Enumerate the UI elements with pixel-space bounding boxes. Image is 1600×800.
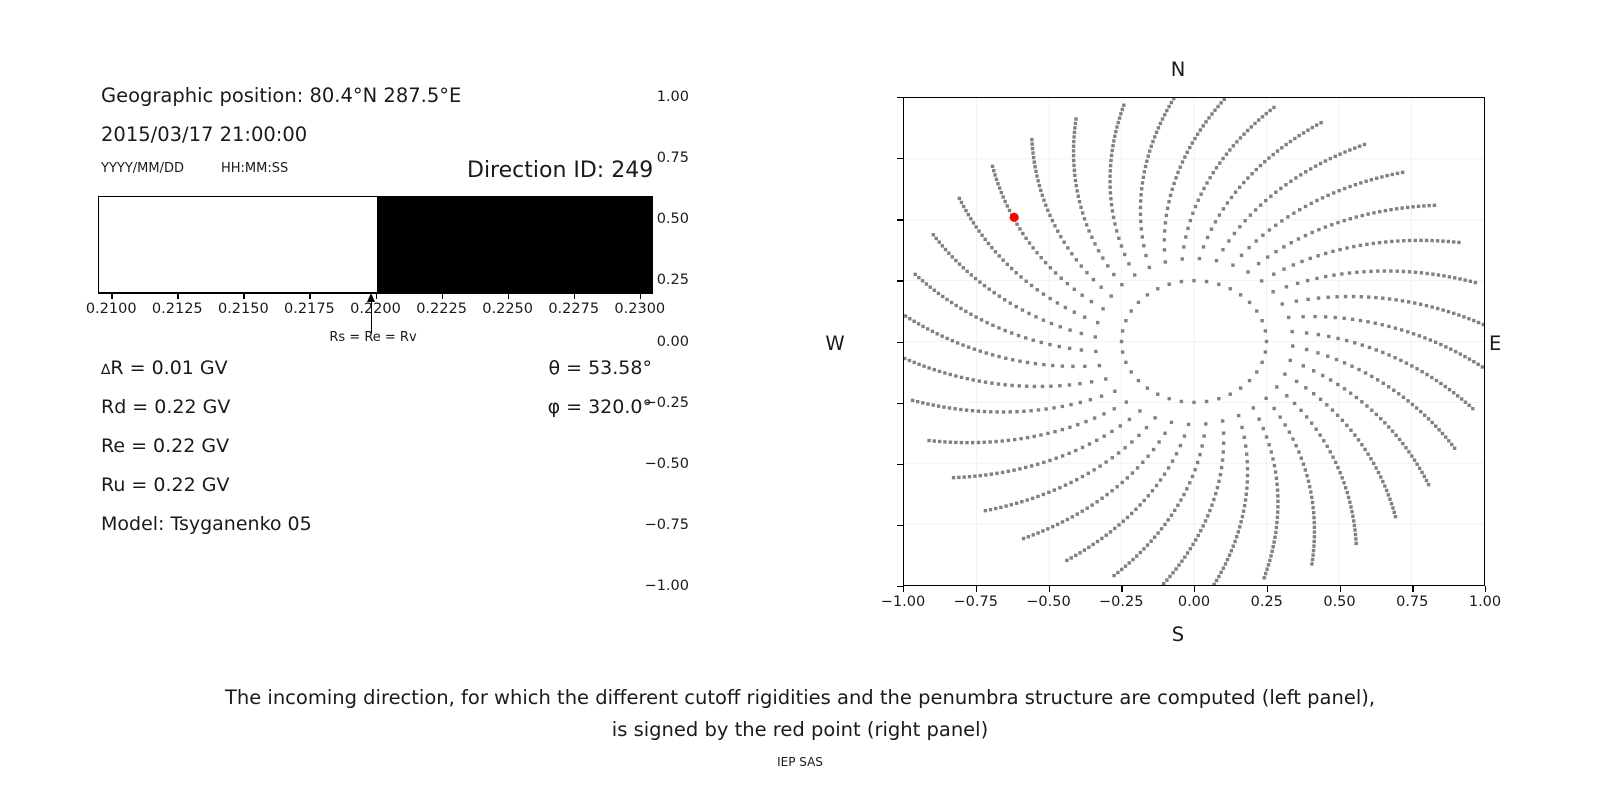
param-model: Model: Tsyganenko 05: [101, 513, 312, 535]
y-axis-tick: [897, 341, 903, 343]
x-axis-tick-label: 0.00: [1177, 594, 1211, 610]
y-axis-tick-label: 0.25: [656, 272, 689, 289]
y-axis-tick: [897, 219, 903, 221]
y-axis-tick: [897, 402, 903, 404]
time-format-hint: HH:MM:SS: [221, 161, 289, 176]
penumbra-axis-tick: [375, 293, 377, 299]
datetime-value: 2015/03/17 21:00:00: [101, 123, 308, 146]
param-text: Re = 0.22 GV: [101, 435, 230, 457]
penumbra-axis-tick: [639, 293, 642, 299]
x-axis-tick: [903, 586, 905, 592]
geographic-position: Geographic position: 80.4°N 287.5°E: [101, 84, 462, 107]
y-axis-tick: [897, 97, 903, 99]
param-text: R = 0.01 GV: [110, 357, 228, 379]
param-rd: Rd = 0.22 GV: [101, 396, 230, 418]
penumbra-axis-tick-label: 0.2125: [151, 301, 203, 317]
penumbra-axis-tick: [507, 293, 509, 299]
y-axis-tick-label: −0.75: [644, 516, 689, 533]
delta-symbol: ∆: [101, 362, 111, 378]
x-axis-tick: [1121, 586, 1123, 592]
param-text: Rd = 0.22 GV: [101, 396, 231, 418]
penumbra-axis-tick-label: 0.2275: [548, 301, 600, 317]
grid-lines: [904, 98, 1484, 585]
direction-points: [904, 98, 1484, 585]
y-axis-tick-label: −0.25: [644, 394, 689, 411]
y-axis-tick-label: 1.00: [656, 89, 689, 105]
y-axis-tick-label: −1.00: [644, 578, 689, 594]
param-delta-r: ∆R = 0.01 GV: [101, 357, 228, 379]
y-axis-tick-label: 0.75: [656, 150, 689, 167]
compass-label-south: S: [1171, 623, 1185, 646]
rs-marker-arrow-icon: [367, 292, 376, 333]
x-axis-tick-label: 0.25: [1250, 594, 1283, 610]
rs-marker-label: Rs = Re = Rv: [329, 330, 417, 345]
y-axis-tick-label: 0.50: [656, 211, 689, 228]
penumbra-axis-tick: [441, 293, 443, 299]
selected-direction-point[interactable]: [1009, 212, 1019, 222]
x-axis-tick: [1339, 586, 1341, 592]
penumbra-axis-tick-label: 0.2225: [416, 301, 467, 317]
penumbra-axis: 0.2100 0.2125 0.2150 0.2175 0.2200 0.2225 0.22…: [86, 293, 665, 339]
penumbra-structure-bar: [98, 196, 653, 293]
x-axis-tick-label: −1.00: [880, 594, 926, 610]
param-text: Model: Tsyganenko 05: [101, 513, 312, 535]
param-re: Re = 0.22 GV: [101, 435, 229, 457]
x-axis-tick-label: 0.50: [1323, 594, 1356, 610]
param-ru: Ru = 0.22 GV: [101, 474, 229, 496]
penumbra-axis-tick-label: 0.2200: [350, 301, 401, 317]
penumbra-axis-tick: [177, 293, 179, 299]
y-axis-tick: [897, 524, 903, 527]
x-axis-tick-label: 0.75: [1396, 594, 1429, 610]
x-axis-tick-label: −0.75: [953, 594, 998, 610]
y-axis-tick: [897, 463, 903, 466]
compass-label-west: W: [825, 332, 845, 355]
footer-credit: IEP SAS: [777, 755, 823, 769]
param-text: Ru = 0.22 GV: [101, 474, 230, 496]
penumbra-segment: [376, 197, 652, 292]
penumbra-axis-tick: [111, 293, 113, 299]
penumbra-axis-tick-label: 0.2175: [284, 301, 335, 317]
penumbra-segment: [99, 197, 377, 292]
x-axis-tick: [1194, 586, 1196, 592]
param-theta: θ = 53.58°: [548, 357, 652, 379]
x-axis-tick-label: −0.50: [1026, 594, 1071, 610]
x-axis-tick: [975, 586, 978, 592]
y-axis-tick-label: −0.50: [644, 455, 689, 472]
penumbra-axis-tick-label: 0.2300: [614, 301, 666, 317]
x-axis-tick-label: 1.00: [1468, 594, 1502, 610]
penumbra-axis-tick-label: 0.2100: [85, 301, 137, 317]
param-phi: φ = 320.0°: [547, 396, 652, 418]
scatter-svg: [904, 98, 1484, 585]
y-axis-tick: [897, 586, 903, 588]
left-panel: Geographic position: 80.4°N 287.5°E 2015…: [0, 0, 760, 660]
penumbra-axis-tick: [309, 293, 311, 299]
penumbra-axis-tick-label: 0.2150: [217, 301, 269, 317]
x-axis-tick: [1485, 586, 1487, 592]
y-axis-tick: [897, 280, 903, 282]
direction-scatter-plot: [903, 97, 1485, 586]
penumbra-axis-tick-label: 0.2250: [482, 301, 534, 317]
compass-label-east: E: [1489, 332, 1502, 355]
y-axis-tick-label: 0.00: [656, 333, 689, 350]
x-axis-tick-label: −0.25: [1099, 594, 1144, 610]
x-axis-tick: [1412, 586, 1414, 592]
caption-line-2: is signed by the red point (right panel): [611, 718, 989, 741]
x-axis-tick: [1266, 586, 1269, 592]
y-axis-tick: [897, 158, 903, 160]
penumbra-axis-tick: [243, 293, 245, 299]
penumbra-axis-tick: [573, 293, 575, 299]
direction-id-label: Direction ID: 249: [467, 158, 654, 183]
caption-line-1: The incoming direction, for which the di…: [224, 686, 1376, 709]
date-format-hint: YYYY/MM/DD: [101, 161, 184, 176]
figure-caption: The incoming direction, for which the di…: [0, 682, 1600, 746]
compass-label-north: N: [1170, 58, 1186, 81]
x-axis-tick: [1048, 586, 1050, 592]
